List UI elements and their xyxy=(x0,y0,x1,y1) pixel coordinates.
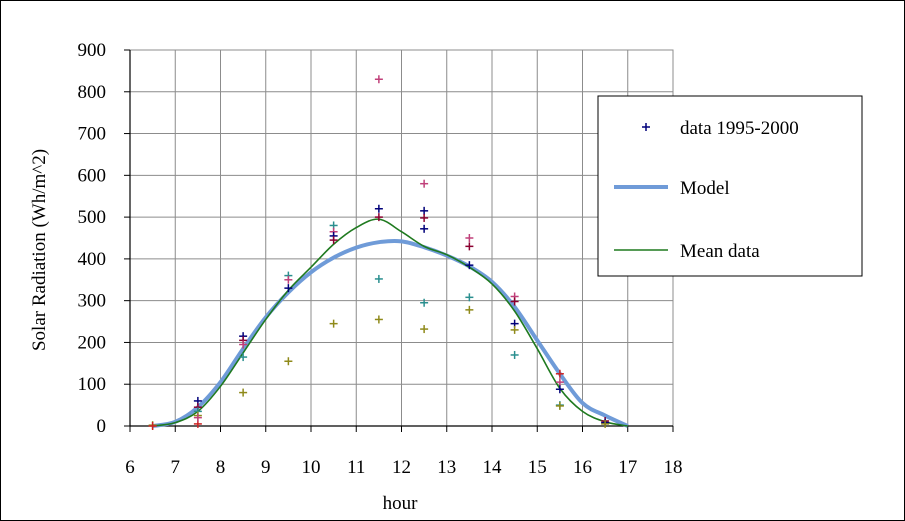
x-tick-label: 17 xyxy=(618,457,637,478)
legend-label-mean: Mean data xyxy=(680,241,760,262)
data-point xyxy=(284,284,293,293)
y-tick-label: 600 xyxy=(78,165,107,186)
x-tick-label: 15 xyxy=(528,457,547,478)
y-tick-label: 900 xyxy=(78,40,107,61)
data-point xyxy=(510,350,519,359)
x-tick-label: 18 xyxy=(664,457,683,478)
legend-marker-plus-icon xyxy=(642,123,650,131)
y-tick-label: 800 xyxy=(78,82,107,103)
legend-label-model: Model xyxy=(680,178,730,199)
x-tick-label: 6 xyxy=(125,457,135,478)
data-point xyxy=(510,297,519,306)
x-tick-label: 14 xyxy=(483,457,503,478)
axis-layer xyxy=(124,49,674,432)
data-point xyxy=(374,213,383,222)
x-tick-label: 10 xyxy=(302,457,321,478)
data-point xyxy=(193,413,202,422)
series-line-model xyxy=(152,238,629,428)
data-point xyxy=(284,275,293,284)
y-tick-label: 500 xyxy=(78,207,107,228)
data-point xyxy=(420,298,429,307)
legend-item-data: data 1995-2000 xyxy=(642,118,799,139)
legend-plus-mark xyxy=(642,123,650,131)
data-point xyxy=(510,325,519,334)
legend-box xyxy=(597,95,863,277)
y-tick-label: 100 xyxy=(78,374,107,395)
legend-item-model: Model xyxy=(614,178,730,199)
y-tick-label: 300 xyxy=(78,291,107,312)
data-point xyxy=(555,385,564,394)
data-point xyxy=(420,213,429,222)
data-point xyxy=(420,179,429,188)
data-point xyxy=(465,242,474,251)
x-tick-label: 12 xyxy=(392,457,411,478)
data-point xyxy=(465,305,474,314)
data-point xyxy=(555,401,564,410)
legend-label-data: data 1995-2000 xyxy=(680,118,799,139)
data-point xyxy=(374,274,383,283)
data-point xyxy=(420,206,429,215)
legend: data 1995-2000 Model Mean data xyxy=(597,95,863,277)
data-point xyxy=(374,204,383,213)
x-tick-label: 8 xyxy=(216,457,226,478)
y-tick-label: 200 xyxy=(78,332,107,353)
x-tick-label: 9 xyxy=(261,457,271,478)
data-point xyxy=(239,340,248,349)
data-point xyxy=(601,419,610,428)
x-tick-label: 16 xyxy=(573,457,592,478)
grid-layer xyxy=(129,49,674,427)
data-point xyxy=(239,353,248,362)
data-point xyxy=(465,261,474,270)
data-point xyxy=(420,224,429,233)
data-point xyxy=(465,293,474,302)
data-point xyxy=(374,75,383,84)
x-tick-label: 7 xyxy=(171,457,181,478)
data-point xyxy=(374,315,383,324)
data-point xyxy=(555,378,564,387)
y-tick-label: 400 xyxy=(78,249,107,270)
y-tick-label: 700 xyxy=(78,124,107,145)
data-point xyxy=(329,236,338,245)
legend-item-mean: Mean data xyxy=(614,241,760,262)
data-point xyxy=(420,325,429,334)
x-tick-label: 13 xyxy=(437,457,456,478)
y-tick-label: 0 xyxy=(97,416,107,437)
y-axis-title: Solar Radiation (Wh/m^2) xyxy=(29,149,50,351)
x-tick-label: 11 xyxy=(347,457,365,478)
x-axis-title: hour xyxy=(383,493,419,514)
data-point xyxy=(284,357,293,366)
data-point xyxy=(148,422,157,430)
tick-layer: 6 7 8 9 10 11 12 13 14 15 16 17 18 0 100 200 300 400 500 60… xyxy=(78,40,683,478)
series-layer xyxy=(148,75,629,430)
series-line-mean-data xyxy=(152,218,628,427)
data-point xyxy=(465,234,474,242)
data-point xyxy=(239,388,248,397)
data-point xyxy=(555,369,564,378)
data-point xyxy=(329,319,338,328)
